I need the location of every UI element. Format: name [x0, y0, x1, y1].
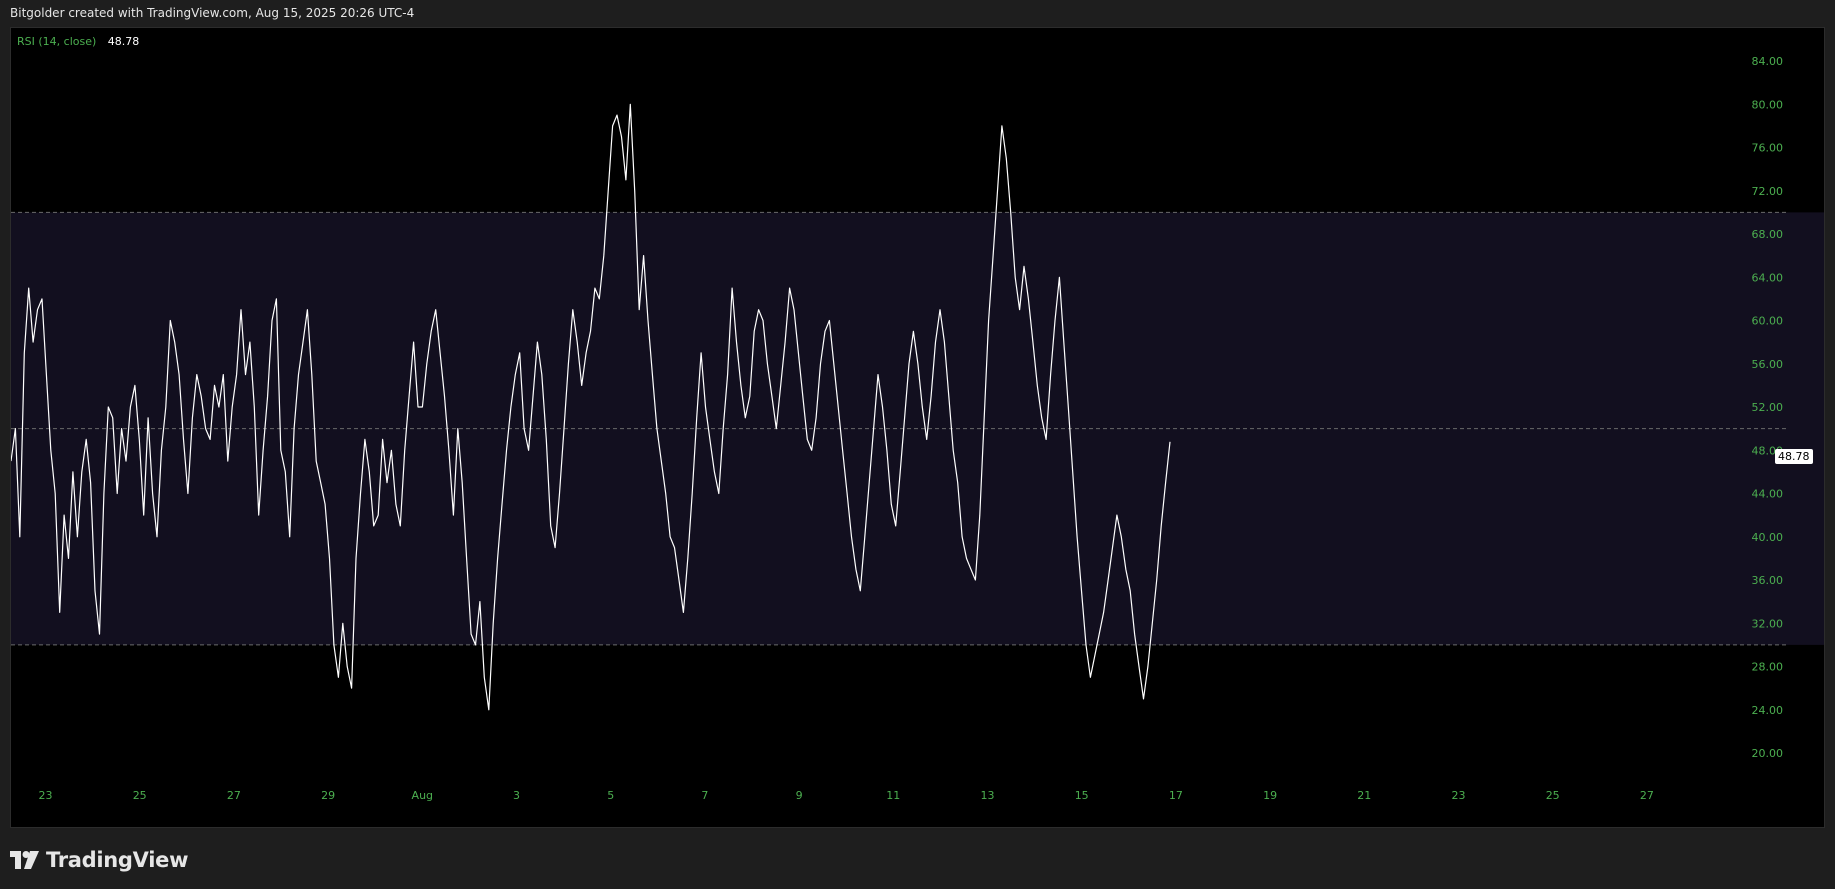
rsi-chart[interactable]: 84.00 80.00 76.00 72.00 68.00 64.00 60.00 56.00…	[11, 28, 1824, 827]
y-tick-label: 20.00	[1752, 747, 1784, 760]
x-tick-label: 25	[1546, 789, 1560, 802]
brand-name: TradingView	[46, 848, 189, 872]
indicator-name: RSI (14, close)	[17, 35, 97, 48]
y-tick-label: 36.00	[1752, 574, 1784, 587]
x-tick-label: 27	[227, 789, 241, 802]
y-tick-label: 40.00	[1752, 531, 1784, 544]
x-tick-label: 13	[981, 789, 995, 802]
y-tick-label: 56.00	[1752, 358, 1784, 371]
x-tick-label: Aug	[412, 789, 433, 802]
attribution-header: Bitgolder created with TradingView.com, …	[10, 6, 415, 20]
y-tick-label: 76.00	[1752, 142, 1784, 155]
x-tick-label: 7	[701, 789, 708, 802]
y-tick-label: 44.00	[1752, 488, 1784, 501]
x-tick-label: 25	[133, 789, 147, 802]
y-tick-label: 84.00	[1752, 55, 1784, 68]
y-tick-label: 32.00	[1752, 617, 1784, 630]
x-tick-label: 21	[1357, 789, 1371, 802]
y-tick-label: 64.00	[1752, 271, 1784, 284]
tradingview-logo-icon	[10, 851, 39, 869]
y-tick-label: 24.00	[1752, 704, 1784, 717]
rsi-series-line	[11, 103, 1171, 711]
indicator-value: 48.78	[107, 35, 140, 48]
y-tick-label: 52.00	[1752, 401, 1784, 414]
y-tick-label: 80.00	[1752, 98, 1784, 111]
x-axis: 23 25 27 29 Aug 3 5 7 9 11 13 15 17 19 21 23 25 27	[39, 789, 1654, 802]
x-tick-label: 27	[1640, 789, 1654, 802]
footer-brand[interactable]: TradingView	[10, 848, 188, 872]
x-tick-label: 23	[39, 789, 53, 802]
y-tick-label: 72.00	[1752, 185, 1784, 198]
y-axis: 84.00 80.00 76.00 72.00 68.00 64.00 60.00 56.00…	[1752, 55, 1784, 760]
y-tick-label: 68.00	[1752, 228, 1784, 241]
x-tick-label: 29	[321, 789, 335, 802]
x-tick-label: 9	[796, 789, 803, 802]
chart-panel[interactable]: 84.00 80.00 76.00 72.00 68.00 64.00 60.00 56.00…	[10, 27, 1825, 828]
indicator-legend[interactable]: RSI (14, close) 48.78	[17, 35, 139, 48]
x-tick-label: 3	[513, 789, 520, 802]
x-tick-label: 23	[1452, 789, 1466, 802]
y-tick-label: 28.00	[1752, 661, 1784, 674]
x-tick-label: 17	[1169, 789, 1183, 802]
y-tick-label: 60.00	[1752, 315, 1784, 328]
last-value-badge: 48.78	[1775, 449, 1813, 464]
x-tick-label: 19	[1263, 789, 1277, 802]
x-tick-label: 11	[886, 789, 900, 802]
x-tick-label: 15	[1075, 789, 1089, 802]
x-tick-label: 5	[607, 789, 614, 802]
